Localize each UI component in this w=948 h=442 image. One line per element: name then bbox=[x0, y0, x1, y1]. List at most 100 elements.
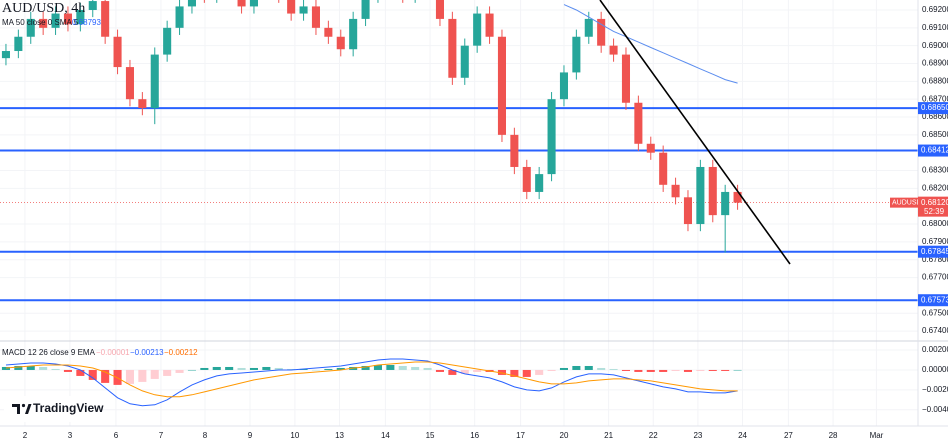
macd-readout: −0.00212 bbox=[164, 348, 198, 357]
candle-body bbox=[646, 143, 655, 153]
macd-bar bbox=[398, 365, 407, 370]
candle-body bbox=[88, 1, 97, 10]
candle-body bbox=[51, 13, 60, 28]
macd-bar bbox=[721, 369, 730, 371]
macd-bar bbox=[187, 369, 196, 371]
candle-body bbox=[63, 13, 72, 25]
macd-bar bbox=[435, 369, 444, 372]
macd-bar bbox=[411, 366, 420, 370]
candle-body bbox=[101, 1, 110, 37]
macd-bar bbox=[225, 366, 234, 370]
candle-body bbox=[733, 191, 742, 203]
trend-line bbox=[599, 0, 791, 265]
x-tick-label: 9 bbox=[248, 431, 253, 440]
macd-bar bbox=[547, 369, 556, 371]
macd-bar bbox=[163, 369, 172, 376]
x-tick-label: 23 bbox=[693, 431, 702, 440]
last-price-label: 0.68120 bbox=[921, 198, 948, 207]
x-tick-label: 6 bbox=[114, 431, 119, 440]
candle-body bbox=[721, 191, 730, 216]
candle-body bbox=[125, 67, 134, 100]
last-price-axis-tag bbox=[918, 196, 948, 217]
macd-bar bbox=[597, 367, 606, 370]
grid bbox=[0, 0, 918, 426]
macd-bar bbox=[1, 366, 10, 370]
level-tag bbox=[918, 102, 948, 115]
x-tick-label: 27 bbox=[784, 431, 793, 440]
candle-body bbox=[14, 36, 23, 52]
macd-bar bbox=[584, 365, 593, 370]
macd-bar bbox=[63, 369, 72, 372]
candle-body bbox=[621, 54, 631, 103]
candle-body bbox=[473, 13, 482, 46]
candle-body bbox=[26, 18, 35, 37]
x-tick-label: Mar bbox=[870, 431, 884, 440]
candle-body bbox=[683, 197, 693, 225]
macd-bar bbox=[696, 369, 705, 371]
macd-bar bbox=[324, 368, 333, 370]
x-tick-label: 17 bbox=[516, 431, 525, 440]
candle-body bbox=[150, 54, 159, 109]
macd-bar bbox=[200, 367, 209, 370]
macd-bar bbox=[237, 367, 246, 370]
countdown: 52:39 bbox=[924, 207, 945, 216]
candle-body bbox=[659, 152, 668, 185]
candle-body bbox=[249, 0, 258, 7]
macd-bar bbox=[683, 369, 693, 372]
candle-body bbox=[39, 18, 48, 28]
macd-bar bbox=[460, 369, 469, 374]
candle-body bbox=[497, 36, 506, 135]
brand-logo: TradingView bbox=[4, 396, 104, 422]
level-tag bbox=[918, 245, 948, 258]
macd-bar bbox=[373, 364, 382, 370]
macd-bar bbox=[26, 365, 35, 370]
macd-bar bbox=[659, 369, 668, 372]
macd-bar bbox=[212, 366, 221, 370]
y-tick-label: 0.67400 bbox=[922, 326, 948, 335]
level-tag bbox=[918, 294, 948, 307]
x-tick-label: 7 bbox=[159, 431, 164, 440]
candle-body bbox=[113, 36, 122, 68]
level-label: 0.68412 bbox=[921, 146, 948, 155]
candle-body bbox=[510, 134, 519, 167]
macd-bar bbox=[150, 369, 159, 379]
level-tag bbox=[918, 144, 948, 157]
macd-bar bbox=[708, 369, 717, 371]
macd-pane bbox=[1, 358, 742, 407]
level-label: 0.67573 bbox=[921, 295, 948, 304]
macd-bar bbox=[733, 369, 742, 371]
x-tick-label: 3 bbox=[68, 431, 73, 440]
candle-body bbox=[163, 27, 172, 55]
macd-bar bbox=[101, 369, 110, 383]
macd-bar bbox=[51, 368, 60, 370]
candle-body bbox=[175, 6, 184, 28]
level-label: 0.68650 bbox=[921, 103, 948, 112]
x-tick-label: 14 bbox=[381, 431, 390, 440]
macd-bar bbox=[336, 367, 345, 370]
macd-bar bbox=[249, 367, 258, 370]
macd-bar bbox=[287, 368, 296, 370]
candle-body bbox=[584, 18, 593, 37]
macd-bar bbox=[175, 369, 184, 373]
macd-bar bbox=[76, 369, 85, 376]
candle-body bbox=[460, 45, 469, 78]
candle-body bbox=[336, 36, 345, 50]
macd-bar bbox=[671, 369, 680, 371]
x-tick-label: 8 bbox=[203, 431, 208, 440]
macd-bar bbox=[522, 369, 531, 377]
y-tick-label: −0.00400 bbox=[922, 405, 948, 414]
macd-legend: MACD 12 26 close 9 EMA bbox=[2, 348, 96, 357]
